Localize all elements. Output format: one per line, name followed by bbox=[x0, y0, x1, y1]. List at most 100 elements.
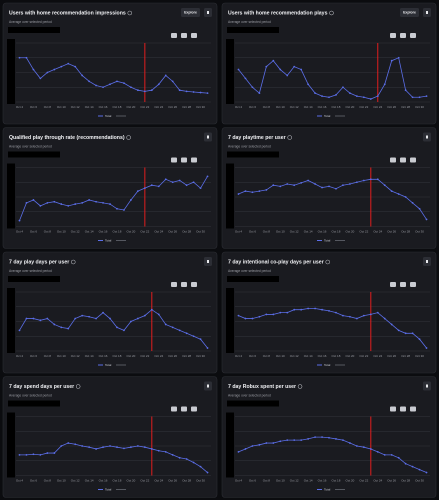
data-point bbox=[53, 200, 56, 203]
chart-tool-icon[interactable] bbox=[400, 157, 406, 163]
data-point bbox=[355, 317, 358, 320]
x-tick-label: Oct 16 bbox=[318, 354, 327, 358]
panel-subtitle: Average over selected period bbox=[228, 20, 271, 24]
x-tick-label: Oct 6 bbox=[249, 229, 257, 233]
data-point bbox=[258, 190, 261, 193]
data-point bbox=[272, 184, 275, 187]
data-point bbox=[164, 323, 167, 326]
explore-button[interactable] bbox=[400, 8, 419, 17]
x-tick-label: Oct 4 bbox=[16, 105, 24, 109]
data-point bbox=[95, 200, 97, 203]
info-icon[interactable] bbox=[75, 384, 81, 389]
data-point bbox=[369, 98, 372, 100]
chart-tool-icon[interactable] bbox=[410, 33, 416, 38]
data-point bbox=[328, 309, 330, 312]
data-point bbox=[88, 199, 91, 201]
data-point bbox=[199, 91, 202, 94]
data-point bbox=[362, 446, 365, 449]
data-point bbox=[279, 440, 282, 443]
data-point bbox=[251, 86, 254, 89]
data-point bbox=[300, 308, 303, 311]
x-tick-label: Oct 22 bbox=[359, 105, 368, 109]
panel-title: Users with home recommendation plays bbox=[228, 10, 328, 16]
info-icon[interactable] bbox=[127, 10, 132, 16]
explore-button[interactable] bbox=[181, 8, 200, 17]
data-point bbox=[46, 202, 49, 204]
chart-tool-icon[interactable] bbox=[390, 282, 396, 287]
data-point bbox=[376, 178, 379, 181]
data-point bbox=[199, 187, 202, 190]
data-point bbox=[265, 189, 268, 191]
x-tick-label: Oct 6 bbox=[249, 354, 257, 358]
info-icon[interactable] bbox=[287, 135, 292, 140]
chart-tool-icon[interactable] bbox=[191, 157, 197, 163]
chart-tool-icon[interactable] bbox=[171, 157, 177, 163]
info-icon[interactable] bbox=[71, 259, 76, 265]
chart-tool-icon[interactable] bbox=[390, 33, 396, 38]
x-tick-label: Oct 14 bbox=[304, 478, 313, 482]
data-point bbox=[314, 183, 316, 185]
info-icon[interactable] bbox=[329, 10, 334, 16]
data-point bbox=[390, 453, 393, 456]
data-point bbox=[307, 179, 310, 182]
x-tick-label: Oct 8 bbox=[44, 105, 52, 109]
chart-tool-icon[interactable] bbox=[410, 406, 416, 412]
data-point bbox=[25, 56, 28, 59]
x-tick-label: Oct 22 bbox=[140, 478, 149, 482]
chart-tool-icon[interactable] bbox=[181, 406, 187, 412]
chart-tool-icon[interactable] bbox=[191, 33, 197, 38]
data-point bbox=[109, 83, 111, 86]
chart-tool-icon[interactable] bbox=[181, 157, 187, 163]
data-point bbox=[272, 442, 275, 444]
x-tick-label: Oct 18 bbox=[332, 229, 341, 233]
data-point bbox=[321, 95, 323, 97]
data-point bbox=[88, 446, 91, 449]
panel bbox=[2, 2, 218, 125]
data-point bbox=[164, 451, 167, 453]
chart-tool-icon[interactable] bbox=[390, 157, 396, 163]
explore-button-label: Explore bbox=[403, 11, 416, 15]
chart-tool-icon[interactable] bbox=[181, 282, 187, 287]
chart-tool-icon[interactable] bbox=[400, 406, 406, 412]
data-point bbox=[286, 74, 289, 77]
chart-tool-icon[interactable] bbox=[410, 282, 416, 287]
chart-tool-icon[interactable] bbox=[400, 33, 406, 38]
x-tick-label: Oct 30 bbox=[415, 229, 424, 233]
data-point bbox=[397, 329, 400, 332]
chart-tool-icon[interactable] bbox=[410, 157, 416, 163]
x-tick-label: Oct 24 bbox=[373, 105, 382, 109]
panel-title: Users with home recommendation impressio… bbox=[9, 10, 126, 16]
chart-tool-icon[interactable] bbox=[181, 33, 187, 38]
data-point bbox=[109, 317, 111, 320]
info-icon[interactable] bbox=[126, 135, 131, 140]
info-icon[interactable] bbox=[325, 259, 330, 265]
data-point bbox=[404, 89, 407, 92]
chart-tool-icon[interactable] bbox=[191, 406, 197, 412]
data-point bbox=[300, 439, 303, 441]
chart-tool-icon[interactable] bbox=[400, 282, 406, 287]
series-line bbox=[19, 57, 208, 94]
x-tick-label: Oct 28 bbox=[401, 229, 410, 233]
panel bbox=[221, 251, 437, 374]
data-point bbox=[136, 445, 139, 447]
chart-tool-icon[interactable] bbox=[171, 406, 177, 412]
data-point bbox=[25, 317, 28, 320]
data-point bbox=[67, 442, 70, 444]
info-icon[interactable] bbox=[297, 384, 303, 389]
chart-tool-icon[interactable] bbox=[171, 282, 177, 287]
menu-button-icon bbox=[426, 260, 428, 263]
x-tick-label: Oct 14 bbox=[85, 105, 94, 109]
data-point bbox=[258, 92, 261, 95]
x-tick-label: Oct 28 bbox=[182, 354, 191, 358]
data-point bbox=[272, 313, 275, 316]
x-tick-label: Oct 10 bbox=[276, 354, 285, 358]
x-tick-label: Oct 30 bbox=[415, 354, 424, 358]
chart-tool-icon[interactable] bbox=[171, 33, 177, 38]
data-point bbox=[60, 65, 63, 68]
x-tick-label: Oct 26 bbox=[387, 354, 396, 358]
chart-tool-icon[interactable] bbox=[390, 406, 396, 412]
chart-tool-icon[interactable] bbox=[191, 282, 197, 287]
x-tick-label: Oct 24 bbox=[154, 478, 163, 482]
data-point bbox=[237, 451, 240, 453]
x-tick-label: Oct 22 bbox=[359, 229, 368, 233]
